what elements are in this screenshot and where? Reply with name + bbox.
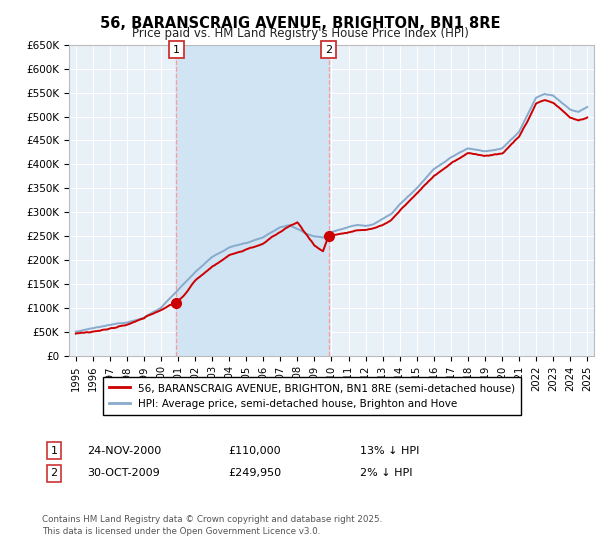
- Text: 56, BARANSCRAIG AVENUE, BRIGHTON, BN1 8RE: 56, BARANSCRAIG AVENUE, BRIGHTON, BN1 8R…: [100, 16, 500, 31]
- Bar: [176, 45, 329, 356]
- Text: 2: 2: [50, 468, 58, 478]
- Legend: 56, BARANSCRAIG AVENUE, BRIGHTON, BN1 8RE (semi-detached house), HPI: Average pr: 56, BARANSCRAIG AVENUE, BRIGHTON, BN1 8R…: [103, 377, 521, 416]
- Text: 13% ↓ HPI: 13% ↓ HPI: [360, 446, 419, 456]
- Text: £249,950: £249,950: [228, 468, 281, 478]
- Text: 1: 1: [50, 446, 58, 456]
- Text: Price paid vs. HM Land Registry's House Price Index (HPI): Price paid vs. HM Land Registry's House …: [131, 27, 469, 40]
- Text: 2% ↓ HPI: 2% ↓ HPI: [360, 468, 413, 478]
- Text: £110,000: £110,000: [228, 446, 281, 456]
- Text: 30-OCT-2009: 30-OCT-2009: [87, 468, 160, 478]
- Text: Contains HM Land Registry data © Crown copyright and database right 2025.: Contains HM Land Registry data © Crown c…: [42, 515, 382, 524]
- Text: This data is licensed under the Open Government Licence v3.0.: This data is licensed under the Open Gov…: [42, 528, 320, 536]
- Text: 1: 1: [173, 45, 180, 54]
- Text: 2: 2: [325, 45, 332, 54]
- Text: 24-NOV-2000: 24-NOV-2000: [87, 446, 161, 456]
